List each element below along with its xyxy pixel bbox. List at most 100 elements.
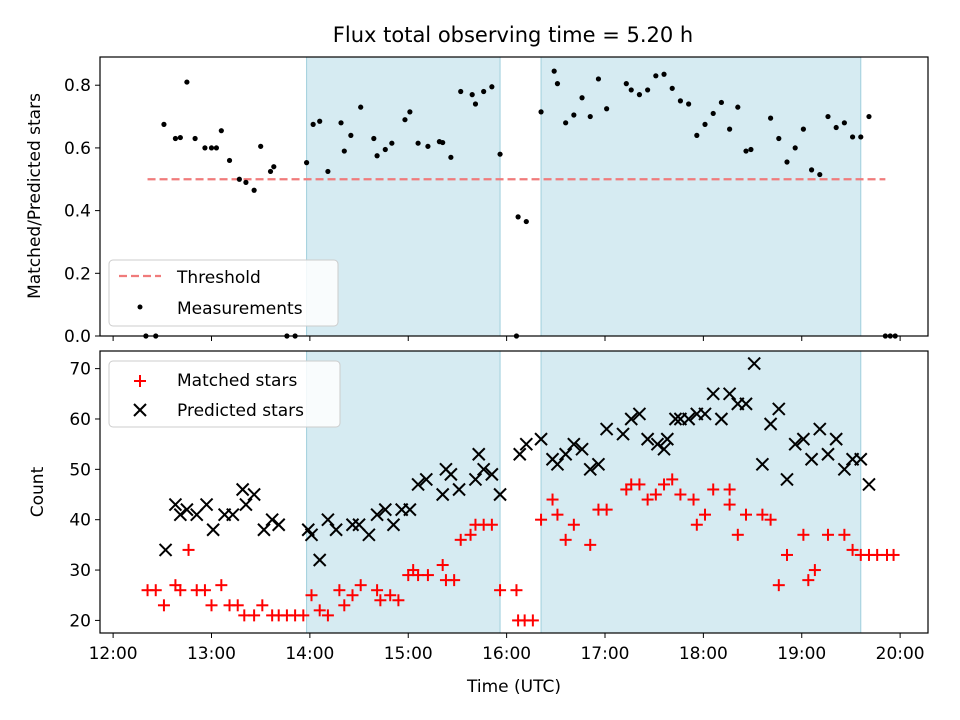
measurement-point (563, 120, 569, 126)
predicted-star-marker (472, 447, 486, 461)
y-tick-label: 30 (69, 561, 91, 581)
matched-star-marker (421, 569, 434, 582)
predicted-star-marker (804, 452, 819, 466)
x-tick-label: 12:00 (89, 644, 138, 664)
measurement-point (551, 68, 557, 74)
chart-title: Flux total observing time = 5.20 h (333, 23, 693, 47)
x-axis-label: Time (UTC) (466, 677, 561, 697)
predicted-star-marker (796, 432, 811, 446)
predicted-star-marker (180, 502, 194, 517)
measurement-point (208, 145, 215, 151)
predicted-star-marker (714, 412, 729, 426)
matched-star-marker (756, 508, 769, 521)
bottom-legend-box (108, 360, 341, 428)
measurement-point (448, 154, 454, 160)
predicted-star-marker (345, 518, 360, 532)
measurement-point (743, 148, 749, 154)
matched-star-marker (305, 589, 318, 602)
measurement-point (767, 115, 774, 121)
predicted-star-marker (247, 487, 261, 502)
matched-star-marker (464, 528, 477, 541)
measurement-point (628, 87, 634, 93)
measurement-point (172, 135, 179, 142)
top-axes-frame (99, 56, 929, 337)
predicted-star-marker (650, 437, 665, 451)
matched-star-marker (887, 548, 900, 561)
matched-star-marker (641, 493, 654, 506)
predicted-star-marker (173, 507, 188, 522)
measurement-point (267, 168, 274, 175)
predicted-star-marker (763, 417, 778, 431)
predicted-star-marker (772, 402, 786, 416)
predicted-star-marker (788, 437, 802, 451)
measurement-point (748, 146, 754, 153)
predicted-star-marker (567, 437, 581, 451)
legend-predicted-label: Predicted stars (177, 401, 304, 421)
measurement-point (371, 135, 377, 142)
matched-star-marker (157, 599, 170, 612)
matched-star-marker (802, 574, 815, 587)
measurement-point (800, 126, 806, 132)
measurement-point (858, 134, 864, 140)
matched-star-marker (454, 533, 467, 546)
matched-star-marker (256, 599, 269, 612)
legend-measurements-swatch (137, 304, 143, 310)
predicted-star-markers (158, 356, 876, 567)
matched-star-marker (731, 528, 744, 541)
x-tick-label: 14:00 (285, 644, 334, 664)
y-tick-label: 0.6 (64, 139, 91, 159)
predicted-star-marker (419, 472, 433, 487)
predicted-star-marker (591, 457, 606, 472)
predicted-star-marker (493, 487, 507, 502)
measurement-point (849, 134, 856, 140)
bottom-y-ticks: 20 30 40 50 60 70 (69, 360, 100, 631)
matched-star-marker (313, 604, 326, 617)
measurement-point (374, 153, 380, 159)
bottom-legend: Matched stars Predicted stars (108, 360, 341, 428)
predicted-star-marker (829, 432, 843, 446)
measurement-point (177, 134, 183, 141)
measurement-point (579, 95, 585, 101)
measurement-point (192, 135, 198, 142)
predicted-star-marker (403, 502, 417, 517)
predicted-star-marker (168, 497, 183, 512)
x-tick-label: 17:00 (580, 644, 629, 664)
x-tick-label: 18:00 (679, 644, 728, 664)
matched-star-marker (666, 473, 679, 486)
matched-star-marker (215, 579, 228, 592)
measurement-point (841, 120, 847, 126)
legend-predicted-swatch (133, 403, 147, 417)
predicted-star-marker (862, 477, 876, 492)
measurement-point (251, 187, 257, 193)
predicted-star-marker (747, 356, 761, 371)
legend-matched-label: Matched stars (177, 371, 297, 391)
measurement-point (425, 143, 431, 149)
matched-star-marker (707, 483, 720, 496)
measurement-point (669, 85, 675, 91)
measurement-point (661, 71, 667, 77)
measurement-point (866, 113, 872, 120)
y-tick-label: 50 (69, 460, 91, 480)
predicted-star-marker (386, 518, 401, 532)
predicted-star-marker (706, 387, 720, 401)
measurement-point (407, 109, 413, 115)
measurement-point (817, 171, 823, 178)
measurement-point (358, 104, 364, 110)
matched-star-marker (436, 559, 449, 572)
measurement-point (694, 132, 700, 138)
matched-star-marker (297, 609, 310, 622)
matched-star-marker (182, 543, 195, 556)
matched-star-marker (198, 584, 211, 597)
predicted-star-marker (681, 412, 696, 426)
matched-star-marker (699, 508, 712, 521)
measurement-point (258, 143, 264, 149)
top-legend-box (108, 259, 339, 327)
predicted-star-marker (660, 432, 675, 446)
predicted-star-marker (722, 387, 737, 401)
bottom-y-axis-label: Count (28, 466, 48, 517)
predicted-star-marker (370, 507, 384, 522)
measurement-point (243, 179, 249, 185)
predicted-star-marker (272, 518, 286, 532)
predicted-star-marker (312, 553, 327, 567)
